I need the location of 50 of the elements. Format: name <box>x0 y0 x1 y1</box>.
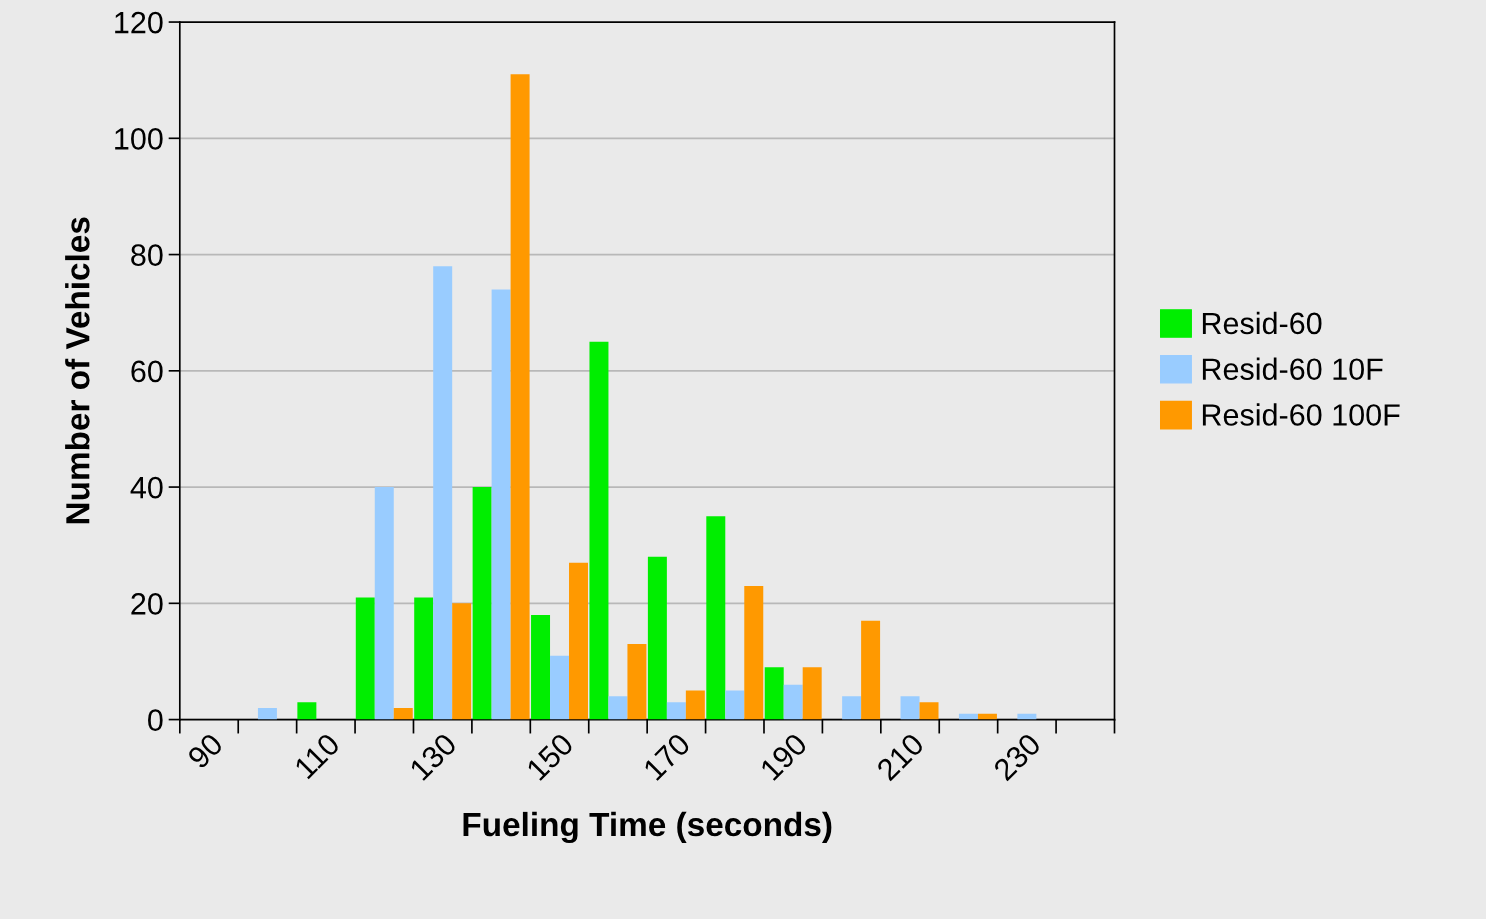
bar <box>919 702 939 720</box>
bar <box>764 667 784 720</box>
bar <box>452 603 472 720</box>
bar <box>706 516 726 720</box>
y-tick-label: 100 <box>115 128 163 150</box>
bar <box>900 696 920 720</box>
x-tick-label: 150 <box>525 732 575 781</box>
bar <box>627 644 647 720</box>
y-tick-label: 60 <box>131 360 163 383</box>
x-tick-label: 230 <box>992 732 1042 782</box>
x-tick-label: 210 <box>875 732 926 782</box>
bar <box>297 702 317 720</box>
bar <box>491 289 511 720</box>
x-tick-label: 130 <box>408 732 458 781</box>
bar <box>531 614 551 720</box>
bar <box>802 667 822 720</box>
legend-label: Resid-60 10F <box>1202 357 1383 381</box>
bar <box>842 696 862 720</box>
bar <box>783 684 803 720</box>
bar <box>861 620 881 720</box>
bar <box>666 702 686 720</box>
bar <box>569 562 588 720</box>
bar <box>472 487 492 720</box>
bar <box>550 655 570 720</box>
bar <box>257 707 277 720</box>
bar <box>685 690 705 720</box>
y-tick-label: 80 <box>131 244 163 266</box>
x-tick-label: 190 <box>759 732 809 781</box>
y-tick-label: 120 <box>115 11 163 34</box>
x-tick-label: 90 <box>186 732 225 770</box>
legend-label: Resid-60 100F <box>1202 403 1400 426</box>
y-tick-label: 40 <box>130 476 163 499</box>
y-tick-label: 20 <box>131 593 163 615</box>
bar <box>374 487 394 720</box>
bar <box>744 585 764 720</box>
legend-label: Resid-60 <box>1202 311 1322 335</box>
y-tick-label: 0 <box>148 709 163 731</box>
bar <box>608 696 628 720</box>
bar <box>355 597 375 720</box>
bar <box>725 690 745 720</box>
x-tick-label: 110 <box>293 732 341 780</box>
x-axis-title: Fueling Time (seconds) <box>463 811 832 844</box>
bar <box>510 74 530 720</box>
y-axis-title: Number of Vehicles <box>65 217 90 524</box>
bar <box>647 556 667 720</box>
bar <box>393 707 413 720</box>
bar <box>414 597 434 720</box>
x-tick-label: 170 <box>642 732 692 781</box>
bar <box>589 341 609 720</box>
bar <box>433 266 453 720</box>
